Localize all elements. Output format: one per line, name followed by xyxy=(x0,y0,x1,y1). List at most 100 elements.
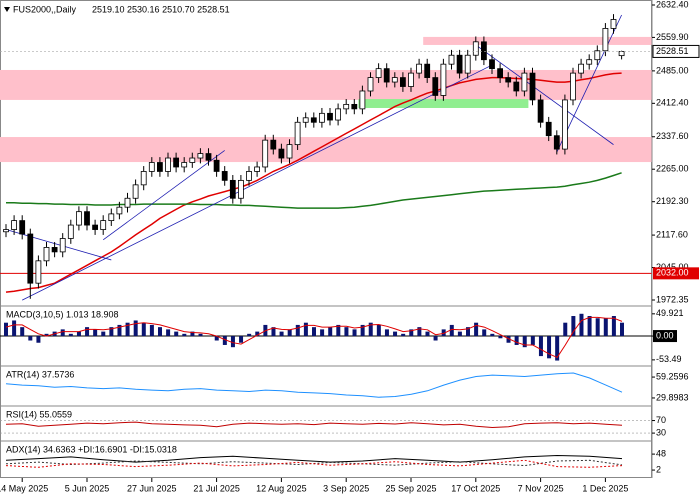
histogram-bar xyxy=(214,336,219,341)
candle-body xyxy=(586,59,593,65)
histogram-bar xyxy=(514,336,519,345)
candle-body xyxy=(237,179,244,199)
histogram-bar xyxy=(125,322,130,337)
histogram-bar xyxy=(312,327,316,337)
histogram-bar xyxy=(466,327,470,337)
x-tick-label: 1 Dec 2025 xyxy=(582,483,628,493)
candle-body xyxy=(246,171,252,181)
ohlc-readout: 2519.10 2530.16 2510.70 2528.51 xyxy=(92,4,230,14)
candle-body xyxy=(489,59,495,70)
candle-body xyxy=(513,81,520,92)
histogram-bar xyxy=(222,336,227,345)
histogram-bar xyxy=(109,327,114,337)
histogram-bar xyxy=(360,324,365,337)
candle-body xyxy=(132,184,139,199)
candle-body xyxy=(610,19,617,29)
last-price-box xyxy=(652,44,700,58)
candle-body xyxy=(335,108,342,121)
x-tick-label: 25 Sep 2025 xyxy=(385,483,436,493)
indicator-line xyxy=(5,421,623,429)
candle-body xyxy=(432,77,439,96)
candle-body xyxy=(310,117,317,123)
x-tick-label: 27 Jun 2025 xyxy=(127,483,177,493)
candle-body xyxy=(254,166,261,172)
y-tick-label: 70 xyxy=(656,415,666,425)
candle-body xyxy=(562,99,568,150)
candle-body xyxy=(84,211,90,226)
candle-body xyxy=(173,157,180,168)
indicator-line xyxy=(5,454,623,463)
histogram-bar xyxy=(20,327,25,337)
menu-arrow xyxy=(4,7,10,12)
candle-body xyxy=(286,144,293,159)
candle-body xyxy=(480,41,487,61)
candle-body xyxy=(108,213,115,222)
histogram-bar xyxy=(68,333,73,337)
candle-body xyxy=(440,63,447,96)
histogram-bar xyxy=(230,336,235,348)
candle-body xyxy=(11,220,18,230)
trendline xyxy=(22,64,493,301)
candle-body xyxy=(359,90,366,110)
candle-body xyxy=(35,260,42,284)
histogram-bar xyxy=(563,322,568,337)
histogram-bar xyxy=(538,336,543,357)
candle-body xyxy=(67,224,74,239)
histogram-bar xyxy=(595,318,600,337)
candle-body xyxy=(51,247,58,253)
candle-body xyxy=(553,135,560,150)
candle-body xyxy=(165,157,171,172)
x-tick-label: 3 Sep 2025 xyxy=(323,483,369,493)
x-tick-label: 17 Oct 2025 xyxy=(451,483,500,493)
histogram-bar xyxy=(287,329,292,337)
candle-body xyxy=(92,224,98,230)
candle-body xyxy=(505,77,512,83)
histogram-bar xyxy=(36,336,41,343)
y-tick-label: 2 xyxy=(656,464,661,474)
histogram-bar xyxy=(490,333,495,337)
histogram-bar xyxy=(303,322,308,337)
candle-body xyxy=(351,103,358,110)
histogram-bar xyxy=(603,318,608,337)
candle-body xyxy=(270,139,277,150)
candle-body xyxy=(537,99,544,123)
histogram-bar xyxy=(76,331,81,337)
candle-body xyxy=(294,121,301,146)
histogram-bar xyxy=(433,336,438,341)
candle-body xyxy=(521,72,528,92)
histogram-bar xyxy=(482,329,487,337)
histogram-bar xyxy=(85,327,90,337)
y-tick-label: 48 xyxy=(656,448,666,458)
candle-body xyxy=(43,247,50,262)
candle-body xyxy=(578,63,584,74)
candle-body xyxy=(278,148,285,159)
trendline xyxy=(102,150,225,241)
candle-body xyxy=(497,68,504,78)
histogram-bar xyxy=(522,336,527,348)
main-plot xyxy=(0,14,652,301)
histogram-bar xyxy=(166,329,171,337)
candle-body xyxy=(19,220,26,235)
candle-body xyxy=(221,171,228,181)
candle-body xyxy=(229,179,236,199)
moving-average xyxy=(6,172,622,209)
histogram-bar xyxy=(198,333,203,337)
histogram-bar xyxy=(60,329,65,337)
histogram-bar xyxy=(611,316,616,337)
candle-body xyxy=(76,211,82,226)
histogram-bar xyxy=(547,336,552,359)
histogram-bar xyxy=(368,322,373,337)
y-tick-label: 2632.40 xyxy=(656,0,689,9)
y-tick-label: -53.49 xyxy=(656,354,682,364)
level-label: 2032.00 xyxy=(656,268,689,278)
zone xyxy=(423,36,652,45)
histogram-bar xyxy=(376,324,381,337)
candle-body xyxy=(181,162,188,168)
indicator-label: RSI(14) 55.0559 xyxy=(6,409,72,419)
candle-body xyxy=(456,54,463,74)
trendline xyxy=(475,44,614,145)
candle-body xyxy=(448,54,455,65)
indicator-label: MACD(3,10,5) 1.013 18.908 xyxy=(6,309,119,319)
